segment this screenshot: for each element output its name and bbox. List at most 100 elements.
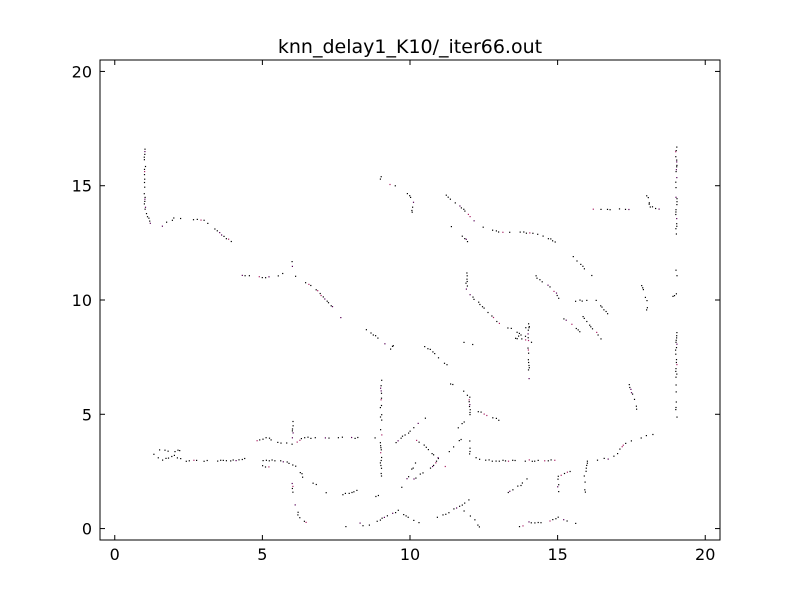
scatter-point: [144, 148, 146, 150]
scatter-point: [348, 492, 350, 494]
scatter-point: [549, 520, 551, 522]
scatter-point: [365, 329, 367, 331]
scatter-point: [525, 339, 527, 341]
scatter-point: [463, 390, 465, 392]
scatter-point: [291, 428, 294, 430]
scatter-point: [292, 491, 294, 493]
scatter-point: [299, 472, 301, 474]
scatter-point: [557, 516, 559, 518]
scatter-point: [676, 275, 678, 277]
scatter-point: [550, 238, 552, 240]
scatter-point: [143, 159, 145, 161]
scatter-point: [525, 232, 527, 234]
scatter-point: [675, 151, 677, 153]
scatter-point: [337, 437, 339, 439]
scatter-point: [676, 159, 678, 161]
scatter-point: [435, 462, 437, 464]
scatter-point: [605, 310, 607, 313]
scatter-point: [380, 176, 382, 178]
scatter-point: [466, 241, 469, 243]
scatter-point: [648, 203, 650, 205]
scatter-point: [214, 228, 216, 230]
scatter-point: [159, 449, 161, 451]
scatter-point: [374, 437, 376, 439]
scatter-point: [512, 459, 514, 461]
scatter-point: [613, 455, 615, 457]
scatter-point: [498, 231, 500, 233]
scatter-point: [632, 393, 634, 395]
scatter-point: [381, 434, 383, 436]
scatter-point: [380, 475, 383, 477]
scatter-point: [512, 489, 514, 491]
scatter-point: [291, 482, 293, 485]
scatter-point: [646, 307, 648, 309]
scatter-point: [641, 285, 643, 287]
scatter-point: [185, 460, 187, 462]
scatter-point: [400, 437, 402, 439]
scatter-point: [600, 305, 602, 307]
scatter-point: [375, 335, 377, 337]
scatter-point: [629, 386, 631, 389]
scatter-point: [143, 203, 145, 205]
scatter-point: [144, 208, 146, 210]
scatter-point: [386, 515, 388, 517]
scatter-point: [495, 460, 497, 462]
scatter-point: [292, 485, 294, 487]
scatter-point: [433, 454, 435, 456]
scatter-point: [486, 414, 488, 417]
scatter-point: [322, 296, 324, 298]
scatter-point: [480, 411, 482, 413]
scatter-point: [485, 459, 487, 461]
scatter-point: [359, 522, 361, 524]
scatter-point: [377, 337, 379, 339]
scatter-point: [585, 470, 587, 472]
scatter-point: [342, 494, 344, 496]
scatter-point: [675, 209, 677, 211]
scatter-point: [537, 233, 539, 235]
scatter-point: [527, 349, 529, 351]
scatter-point: [248, 275, 250, 277]
scatter-point: [143, 168, 146, 170]
x-tick-label: 5: [257, 545, 267, 564]
scatter-point: [468, 499, 470, 501]
scatter-point: [621, 446, 623, 448]
scatter-point: [495, 230, 497, 232]
scatter-point: [265, 459, 267, 461]
scatter-point: [498, 322, 500, 324]
scatter-point: [528, 378, 530, 380]
scatter-point: [514, 459, 516, 462]
scatter-point: [542, 235, 544, 237]
scatter-point: [528, 327, 530, 329]
scatter-point: [261, 277, 263, 279]
scatter-point: [534, 522, 536, 524]
scatter-point: [291, 261, 293, 263]
scatter-point: [566, 471, 568, 473]
scatter-point: [528, 326, 530, 328]
scatter-point: [596, 331, 598, 333]
scatter-point: [436, 516, 438, 518]
scatter-point: [595, 299, 597, 301]
scatter-point: [676, 373, 678, 375]
scatter-point: [496, 320, 498, 323]
scatter-point: [477, 524, 479, 526]
scatter-point: [459, 205, 461, 207]
scatter-point: [676, 223, 678, 225]
scatter-point: [540, 522, 542, 524]
scatter-point: [586, 320, 588, 323]
scatter-point: [536, 277, 538, 279]
scatter-point: [466, 280, 468, 283]
scatter-point: [397, 440, 399, 442]
scatter-point: [557, 486, 559, 488]
y-tick-label: 10: [72, 291, 92, 310]
scatter-point: [676, 218, 678, 220]
scatter-point: [642, 289, 644, 291]
scatter-point: [180, 458, 182, 460]
scatter-point: [635, 405, 637, 407]
scatter-point: [216, 230, 218, 232]
scatter-point: [164, 449, 166, 451]
scatter-point: [297, 511, 299, 513]
scatter-point: [411, 209, 413, 212]
scatter-point: [465, 282, 467, 284]
scatter-point: [220, 459, 222, 461]
scatter-point: [527, 337, 529, 339]
